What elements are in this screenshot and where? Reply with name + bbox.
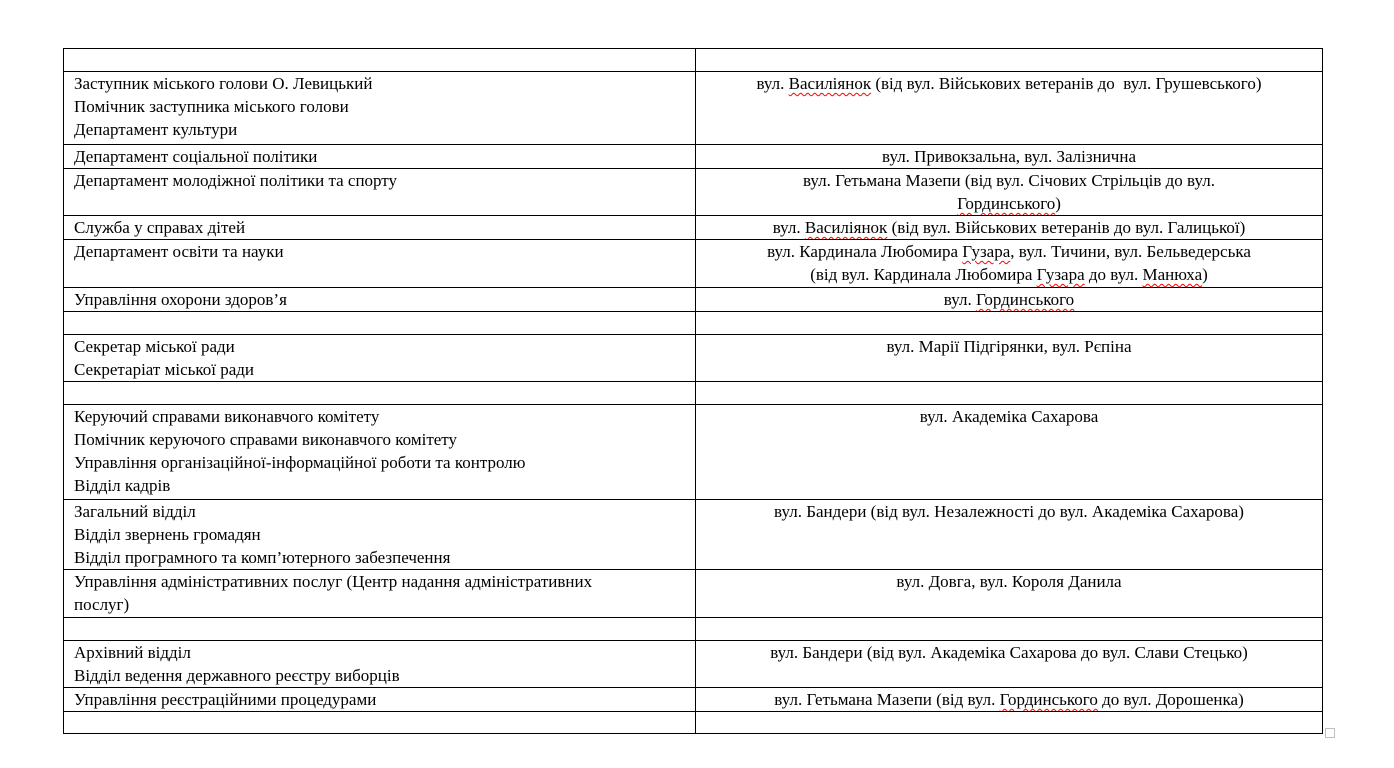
department-cell[interactable]: Департамент освіти та науки <box>63 239 696 288</box>
street-cell[interactable]: вул. Василіянок (від вул. Військових вет… <box>695 215 1323 240</box>
text-segment: вул. Марії Підгірянки, вул. Рєпіна <box>886 337 1132 356</box>
table-row: Управління охорони здоров’я вул. Гординсь… <box>63 287 1323 312</box>
street-cell[interactable] <box>695 48 1323 72</box>
table-row <box>63 711 1323 734</box>
table-row: Управління реєстраційними процедурами вул… <box>63 687 1323 712</box>
text-segment: (від вул. Військових ветеранів до вул. Г… <box>871 74 1262 93</box>
misspelled-word: Василіянок <box>788 74 872 93</box>
department-cell[interactable] <box>63 381 696 405</box>
department-cell[interactable]: Управління адміністративних послуг (Цент… <box>63 569 696 618</box>
street-cell[interactable]: вул. Довга, вул. Короля Данила <box>695 569 1323 618</box>
street-cell[interactable] <box>695 711 1323 734</box>
misspelled-word: Гординського <box>975 290 1075 309</box>
department-cell[interactable] <box>63 48 696 72</box>
street-cell[interactable]: вул. Привокзальна, вул. Залізнична <box>695 144 1323 169</box>
text-segment: вул. Гетьмана Мазепи (від вул. <box>774 690 1000 709</box>
text-segment: , вул. Тичини, вул. Бельведерська (від в… <box>810 242 1251 284</box>
departments-streets-table: Заступник міського голови О. Левицький П… <box>63 48 1323 734</box>
text-segment: вул. Привокзальна, вул. Залізнична <box>882 147 1136 166</box>
text-segment: вул. <box>772 218 805 237</box>
text-segment: вул. Бандери (від вул. Академіка Сахаров… <box>770 643 1248 662</box>
table-row: Керуючий справами виконавчого комітету П… <box>63 404 1323 500</box>
department-cell[interactable]: Архівний відділ Відділ ведення державног… <box>63 640 696 688</box>
department-cell[interactable]: Служба у справах дітей <box>63 215 696 240</box>
table-row <box>63 617 1323 641</box>
table-row <box>63 48 1323 72</box>
misspelled-word: Гординського <box>999 690 1098 709</box>
street-cell[interactable]: вул. Гетьмана Мазепи (від вул. Гординськ… <box>695 687 1323 712</box>
misspelled-word: Гузара <box>1036 265 1085 284</box>
text-segment: вул. Довга, вул. Короля Данила <box>896 572 1122 591</box>
table-row: Служба у справах дітей вул. Василіянок (в… <box>63 215 1323 240</box>
text-segment: вул. Бандери (від вул. Незалежності до в… <box>774 502 1244 521</box>
table-row: Заступник міського голови О. Левицький П… <box>63 71 1323 145</box>
text-segment: до вул. Дорошенка) <box>1097 690 1244 709</box>
table-resize-handle-icon[interactable] <box>1325 728 1335 738</box>
department-cell[interactable]: Загальний відділ Відділ звернень громадя… <box>63 499 696 570</box>
misspelled-word: Гузара <box>962 242 1011 261</box>
street-cell[interactable] <box>695 381 1323 405</box>
department-cell[interactable] <box>63 711 696 734</box>
department-cell[interactable]: Секретар міської ради Секретаріат місько… <box>63 334 696 382</box>
street-cell[interactable]: вул. Гетьмана Мазепи (від вул. Січових С… <box>695 168 1323 216</box>
street-cell[interactable] <box>695 617 1323 641</box>
table-row <box>63 311 1323 335</box>
department-cell[interactable] <box>63 311 696 335</box>
department-cell[interactable] <box>63 617 696 641</box>
department-cell[interactable]: Департамент молодіжної політики та спорт… <box>63 168 696 216</box>
street-cell[interactable]: вул. Гординського <box>695 287 1323 312</box>
table-row: Управління адміністративних послуг (Цент… <box>63 569 1323 618</box>
table-row: Архівний відділ Відділ ведення державног… <box>63 640 1323 688</box>
street-cell[interactable]: вул. Василіянок (від вул. Військових вет… <box>695 71 1323 145</box>
street-cell[interactable]: вул. Бандери (від вул. Академіка Сахаров… <box>695 640 1323 688</box>
text-segment: ) <box>1202 265 1208 284</box>
table-row <box>63 381 1323 405</box>
misspelled-word: Манюха <box>1142 265 1203 284</box>
misspelled-word: Гординського <box>957 194 1056 213</box>
text-segment: (від вул. Військових ветеранів до вул. Г… <box>887 218 1246 237</box>
department-cell[interactable]: Департамент соціальної політики <box>63 144 696 169</box>
department-cell[interactable]: Заступник міського голови О. Левицький П… <box>63 71 696 145</box>
street-cell[interactable]: вул. Академіка Сахарова <box>695 404 1323 500</box>
text-segment: ) <box>1055 194 1061 213</box>
misspelled-word: Василіянок <box>804 218 888 237</box>
table-row: Секретар міської ради Секретаріат місько… <box>63 334 1323 382</box>
text-segment: вул. <box>943 290 976 309</box>
department-cell[interactable]: Керуючий справами виконавчого комітету П… <box>63 404 696 500</box>
street-cell[interactable] <box>695 311 1323 335</box>
table-row: Департамент освіти та науки вул. Кардинал… <box>63 239 1323 288</box>
street-cell[interactable]: вул. Бандери (від вул. Незалежності до в… <box>695 499 1323 570</box>
street-cell[interactable]: вул. Марії Підгірянки, вул. Рєпіна <box>695 334 1323 382</box>
department-cell[interactable]: Управління охорони здоров’я <box>63 287 696 312</box>
text-segment: вул. Гетьмана Мазепи (від вул. Січових С… <box>802 171 1215 190</box>
table-row: Департамент соціальної політики вул. Прив… <box>63 144 1323 169</box>
text-segment: вул. Кардинала Любомира <box>767 242 963 261</box>
text-segment: до вул. <box>1084 265 1143 284</box>
text-segment: вул. Академіка Сахарова <box>919 407 1099 426</box>
department-cell[interactable]: Управління реєстраційними процедурами <box>63 687 696 712</box>
department-table-body: Заступник міського голови О. Левицький П… <box>63 48 1323 734</box>
text-segment: вул. <box>756 74 789 93</box>
street-cell[interactable]: вул. Кардинала Любомира Гузара, вул. Тич… <box>695 239 1323 288</box>
table-row: Департамент молодіжної політики та спорт… <box>63 168 1323 216</box>
table-row: Загальний відділ Відділ звернень громадя… <box>63 499 1323 570</box>
